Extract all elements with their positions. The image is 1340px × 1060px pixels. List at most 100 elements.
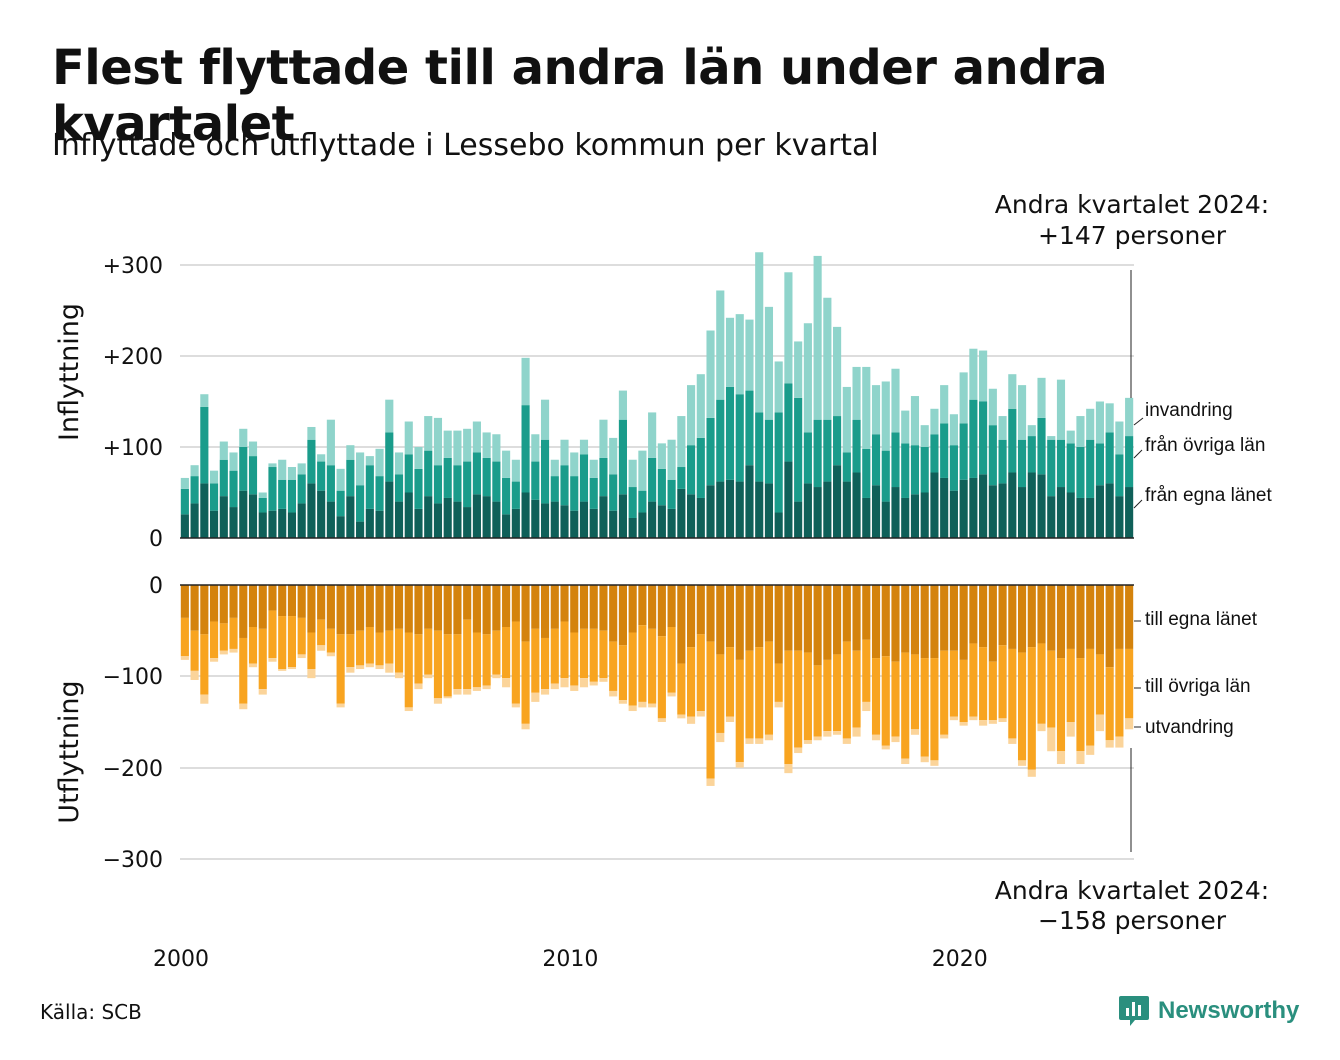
- y-tick-out-1: −100: [103, 665, 163, 690]
- bar-out-1-88: [1037, 643, 1046, 724]
- bar-out-0-0: [180, 585, 189, 618]
- bar-out-1-74: [901, 652, 910, 759]
- bar-out-1-68: [842, 641, 851, 739]
- bar-out-0-88: [1037, 585, 1046, 644]
- bar-out-1-7: [248, 627, 258, 664]
- bar-out-1-31: [482, 634, 491, 686]
- bar-in-0-55: [716, 481, 725, 538]
- bar-out-1-15: [326, 628, 335, 653]
- bar-in-0-0: [180, 514, 189, 538]
- bar-out-1-64: [803, 652, 812, 741]
- bar-out-2-93: [1086, 745, 1095, 755]
- bar-in-0-24: [414, 508, 423, 538]
- bar-out-0-62: [784, 585, 793, 651]
- bar-in-1-32: [492, 461, 501, 502]
- bar-out-2-87: [1027, 769, 1036, 777]
- bar-out-0-38: [550, 585, 559, 629]
- bar-in-1-1: [190, 476, 199, 504]
- bar-in-2-96: [1115, 421, 1124, 455]
- bar-in-1-33: [502, 477, 511, 515]
- bar-in-2-89: [1047, 436, 1056, 440]
- invandring-leader: [1133, 417, 1144, 426]
- bar-out-1-59: [755, 647, 764, 739]
- bar-out-1-27: [443, 634, 452, 697]
- bar-in-2-92: [1076, 416, 1085, 447]
- bar-out-0-49: [657, 585, 666, 637]
- bar-out-2-12: [297, 654, 306, 659]
- bar-out-1-72: [881, 656, 890, 746]
- outflow-annotation-line2: −158 personer: [1038, 906, 1227, 935]
- bar-in-1-49: [657, 468, 666, 506]
- bar-in-0-45: [618, 494, 627, 538]
- bar-out-1-89: [1047, 650, 1056, 728]
- bar-out-0-54: [706, 585, 715, 642]
- bar-out-1-93: [1086, 648, 1095, 746]
- bar-out-0-51: [677, 585, 686, 664]
- bar-out-0-76: [920, 585, 929, 659]
- bar-in-1-71: [871, 434, 881, 486]
- bar-out-2-19: [365, 663, 374, 668]
- bar-in-0-52: [687, 494, 696, 538]
- bar-in-0-10: [278, 508, 287, 538]
- bar-out-1-47: [638, 625, 647, 702]
- bar-out-0-15: [326, 585, 335, 629]
- bar-in-2-61: [774, 361, 783, 413]
- bar-out-1-32: [492, 630, 501, 675]
- bar-out-2-90: [1056, 751, 1066, 765]
- bar-in-1-4: [219, 459, 228, 497]
- bar-in-0-11: [287, 512, 297, 538]
- bar-out-0-35: [521, 585, 530, 642]
- bar-in-0-6: [239, 490, 248, 538]
- bar-in-1-66: [823, 419, 832, 482]
- bar-out-1-69: [852, 650, 861, 728]
- bar-out-1-16: [336, 634, 345, 704]
- bar-out-1-71: [871, 658, 881, 735]
- bar-out-0-59: [755, 585, 764, 648]
- bar-in-2-59: [755, 252, 764, 413]
- bar-out-0-42: [589, 585, 598, 629]
- bar-out-1-97: [1125, 648, 1134, 719]
- bar-in-0-70: [862, 497, 871, 538]
- bar-out-0-1: [190, 585, 199, 631]
- bar-out-2-4: [219, 650, 228, 655]
- bar-out-1-41: [579, 628, 589, 679]
- bar-out-2-64: [803, 740, 812, 744]
- bar-in-1-64: [803, 432, 812, 484]
- bar-out-0-25: [424, 585, 433, 629]
- bar-out-0-33: [502, 585, 511, 628]
- bar-out-1-11: [287, 616, 297, 668]
- series-label-invandring: invandring: [1145, 400, 1233, 421]
- bar-in-2-44: [609, 437, 618, 475]
- bar-out-2-78: [940, 734, 949, 739]
- bar-out-2-61: [774, 701, 783, 708]
- bar-out-1-66: [823, 659, 832, 732]
- bar-out-0-46: [628, 585, 637, 633]
- bar-in-1-90: [1056, 439, 1066, 488]
- bar-in-2-19: [365, 456, 374, 466]
- bar-out-2-42: [589, 681, 598, 686]
- bar-in-1-19: [365, 465, 374, 509]
- bar-in-2-67: [833, 326, 842, 417]
- bar-in-2-82: [979, 350, 988, 402]
- bar-in-1-84: [998, 439, 1007, 484]
- bar-in-0-83: [988, 485, 997, 538]
- bar-out-0-19: [365, 585, 374, 628]
- bar-out-2-47: [638, 701, 647, 708]
- bar-out-0-20: [375, 585, 384, 633]
- bar-out-1-84: [998, 645, 1007, 719]
- bar-in-0-92: [1076, 497, 1085, 538]
- bar-in-2-56: [725, 317, 735, 387]
- bar-in-2-0: [180, 477, 189, 489]
- bar-out-2-52: [687, 716, 696, 724]
- bar-out-0-80: [959, 585, 968, 660]
- bar-out-1-78: [940, 650, 949, 735]
- bar-in-1-81: [969, 399, 978, 478]
- bar-out-0-86: [1017, 585, 1027, 653]
- bar-out-1-13: [307, 632, 316, 670]
- bar-out-2-27: [443, 696, 452, 699]
- bar-in-1-31: [482, 457, 491, 497]
- bar-in-2-45: [618, 390, 627, 420]
- bar-out-0-24: [414, 585, 423, 635]
- bar-out-0-91: [1066, 585, 1075, 649]
- bar-out-2-62: [784, 764, 793, 774]
